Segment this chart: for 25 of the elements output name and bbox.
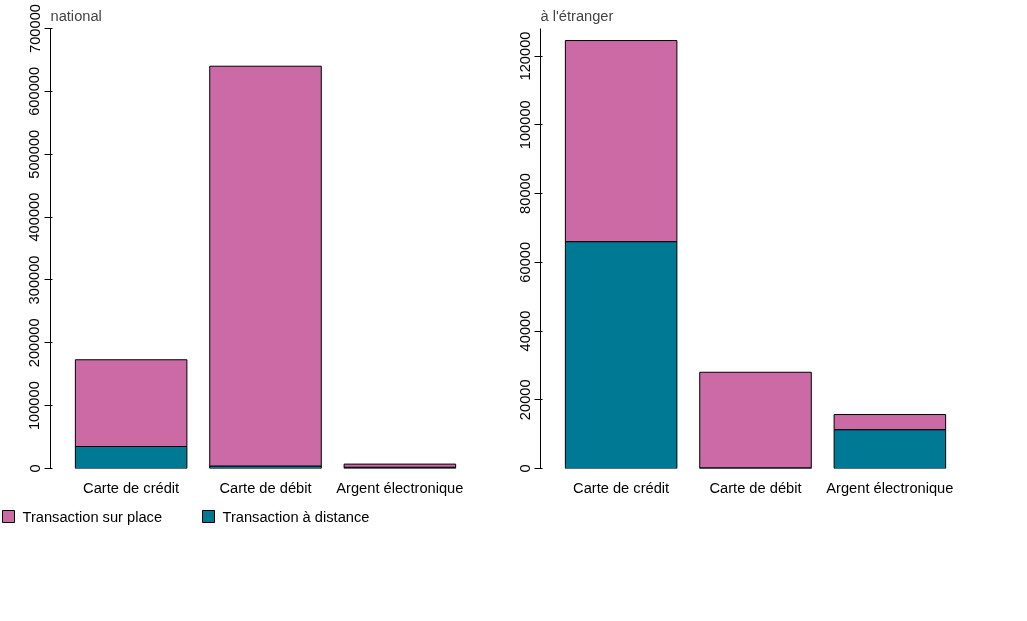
x-tick-label: Carte de crédit — [573, 479, 670, 496]
x-tick-label: Argent électronique — [826, 479, 954, 496]
legend-label: Transaction sur place — [22, 508, 163, 525]
y-tick-label: 300000 — [26, 255, 43, 305]
y-tick-label: 120000 — [516, 31, 533, 81]
legend-label: Transaction à distance — [222, 508, 370, 525]
chart-title: à l'étranger — [540, 7, 614, 24]
y-tick-label: 700000 — [26, 4, 43, 53]
x-tick-label: Argent électronique — [336, 479, 464, 496]
y-tick-label: 600000 — [26, 66, 43, 116]
y-tick-label: 100000 — [26, 381, 43, 431]
y-tick-label: 20000 — [516, 379, 533, 421]
x-tick-label: Carte de crédit — [83, 479, 180, 496]
y-tick-label: 400000 — [26, 192, 43, 242]
chart-title: national — [50, 7, 102, 24]
x-tick-label: Carte de débit — [219, 479, 312, 496]
y-tick-label: 40000 — [516, 310, 533, 352]
y-tick-label: 80000 — [516, 173, 533, 214]
y-tick-label: 500000 — [26, 129, 43, 179]
y-tick-label: 100000 — [516, 100, 533, 150]
y-tick-label: 0 — [516, 464, 533, 473]
y-tick-label: 200000 — [26, 318, 43, 368]
y-tick-label: 60000 — [516, 241, 533, 283]
y-tick-label: 0 — [26, 464, 43, 473]
x-tick-label: Carte de débit — [709, 479, 802, 496]
